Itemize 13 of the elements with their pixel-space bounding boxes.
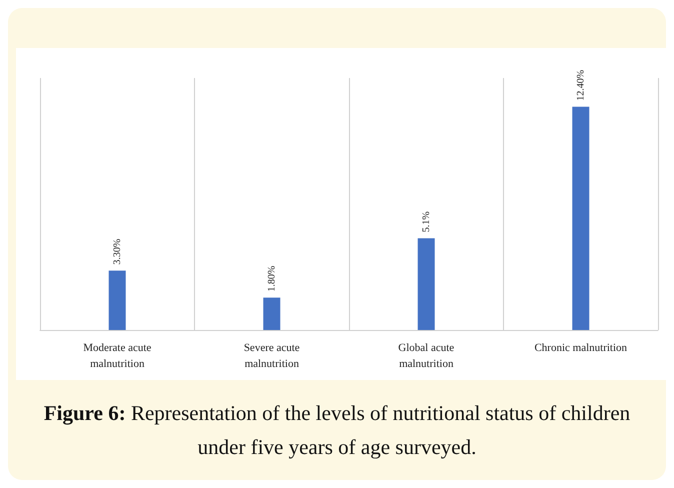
x-tick-label: Chronic malnutrition: [534, 342, 628, 354]
x-tick-label: Moderate acute malnutrition: [83, 342, 152, 370]
data-label: 1.80%: [266, 266, 278, 292]
bar: [418, 238, 435, 330]
data-label: 12.40%: [575, 70, 586, 101]
bar: [572, 106, 590, 330]
x-tick-label: Global acute malnutrition: [398, 342, 454, 370]
data-label: 3.30%: [112, 238, 123, 265]
data-label: 5.1%: [420, 211, 432, 232]
bar: [263, 298, 280, 330]
bar: [108, 270, 126, 330]
text: Figure 6: Representation of the levels of nutritional status of children under five years of age surveyed.: [44, 401, 630, 459]
x-tick-label: Severe acute malnutrition: [244, 342, 300, 370]
